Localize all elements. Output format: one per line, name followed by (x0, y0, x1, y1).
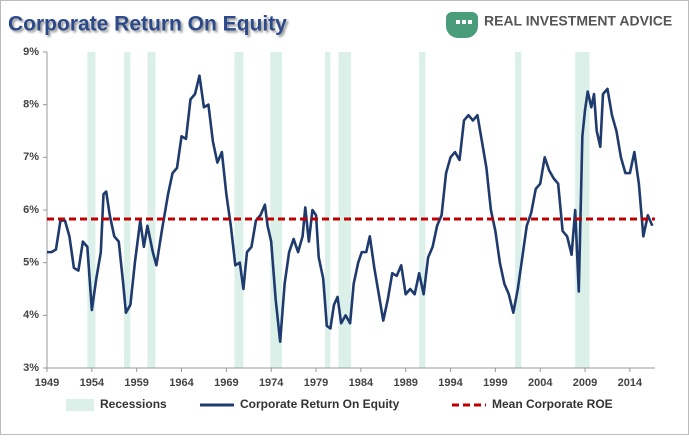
logo-icon (446, 12, 478, 38)
logo: REAL INVESTMENT ADVICE (446, 12, 672, 38)
logo-dot (468, 20, 472, 24)
chart-title: Corporate Return On Equity (8, 13, 287, 36)
x-tick-label: 1979 (304, 377, 328, 389)
recession-band (324, 52, 331, 368)
legend-swatch (66, 399, 94, 411)
y-tick-label: 7% (23, 151, 39, 163)
x-tick-label: 1954 (80, 377, 105, 389)
recession-band (87, 52, 96, 368)
legend-label: Recessions (100, 397, 167, 411)
x-tick-label: 1959 (124, 377, 148, 389)
x-tick-label: 1984 (349, 377, 374, 389)
y-tick-label: 9% (23, 46, 39, 58)
x-tick-label: 1974 (259, 377, 284, 389)
logo-dot (456, 20, 460, 24)
y-tick-label: 5% (23, 257, 39, 269)
x-tick-label: 1969 (214, 377, 238, 389)
recession-band (147, 52, 156, 368)
x-tick-label: 1949 (35, 377, 59, 389)
recession-band (338, 52, 351, 368)
y-tick-label: 4% (23, 309, 39, 321)
y-tick-label: 8% (23, 99, 39, 111)
recession-band (234, 52, 244, 368)
x-tick-label: 2004 (528, 377, 553, 389)
logo-dot (462, 20, 466, 24)
x-tick-label: 1999 (483, 377, 507, 389)
x-tick-label: 1989 (393, 377, 417, 389)
recession-band (419, 52, 426, 368)
recession-band (515, 52, 522, 368)
logo-text: REAL INVESTMENT ADVICE (484, 13, 672, 29)
x-tick-label: 2014 (618, 377, 643, 389)
y-tick-label: 6% (23, 204, 39, 216)
x-tick-label: 1994 (438, 377, 463, 389)
data-line (47, 74, 654, 343)
y-tick-label: 3% (23, 362, 39, 374)
legend-label: Mean Corporate ROE (492, 397, 613, 411)
recession-band (124, 52, 131, 368)
x-tick-label: 1964 (169, 377, 194, 389)
recession-band (270, 52, 282, 368)
legend-label: Corporate Return On Equity (240, 397, 400, 411)
x-tick-label: 2009 (573, 377, 597, 389)
